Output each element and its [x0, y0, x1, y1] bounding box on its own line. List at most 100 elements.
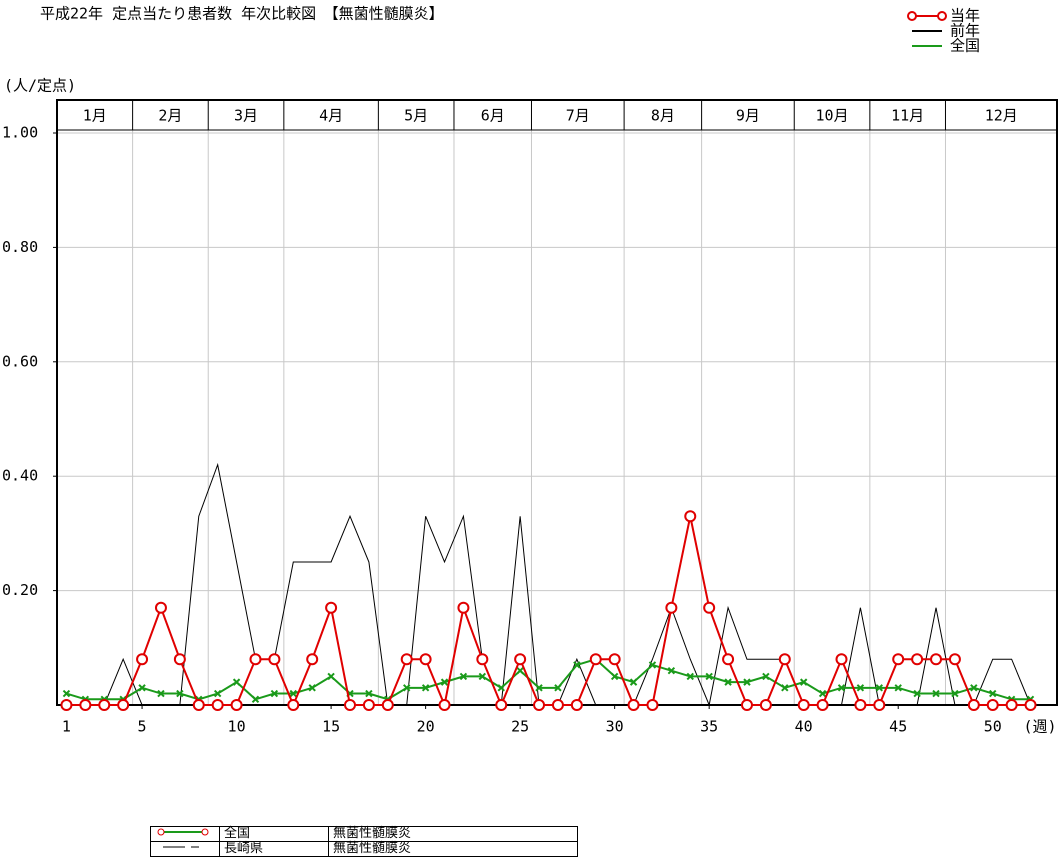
- x-tick-label: 15: [322, 718, 340, 736]
- point: [457, 601, 470, 614]
- footer-row: 長崎県 無菌性髄膜炎: [150, 841, 578, 857]
- y-tick-label: 0.60: [2, 352, 38, 370]
- point: [913, 689, 921, 698]
- point: [703, 601, 716, 614]
- plot-frame: [56, 99, 1058, 706]
- point: [911, 653, 924, 666]
- point: [403, 684, 411, 692]
- series-line: [66, 658, 1031, 701]
- point: [835, 653, 848, 666]
- point: [117, 699, 130, 711]
- point: [930, 653, 943, 666]
- footer-table: 全国 無菌性髄膜炎 長崎県 無菌性髄膜炎: [150, 826, 578, 857]
- point: [98, 699, 111, 711]
- point: [268, 653, 281, 666]
- footer-cell: 長崎県: [219, 841, 329, 857]
- point: [533, 699, 546, 711]
- point: [762, 672, 770, 681]
- point: [213, 689, 222, 698]
- point: [759, 699, 772, 711]
- point: [608, 653, 621, 666]
- point: [989, 689, 997, 698]
- point: [154, 601, 167, 614]
- point: [589, 653, 602, 666]
- point: [816, 699, 829, 711]
- point: [497, 684, 505, 692]
- point: [705, 672, 713, 681]
- point: [400, 653, 413, 666]
- point: [419, 653, 432, 666]
- point: [495, 699, 508, 711]
- point: [875, 684, 884, 692]
- x-tick-label: 30: [606, 718, 624, 736]
- month-label: 9月: [736, 107, 760, 125]
- month-label: 7月: [566, 107, 590, 125]
- x-tick-label: 35: [700, 718, 718, 736]
- point: [289, 689, 298, 698]
- month-label: 3月: [234, 107, 258, 125]
- point: [249, 653, 262, 666]
- footer-cell: 全国: [219, 826, 329, 842]
- point: [138, 684, 146, 692]
- point: [535, 684, 543, 692]
- point: [79, 699, 92, 711]
- point: [327, 672, 335, 681]
- y-tick-label: 0.80: [2, 238, 38, 256]
- series-line: [66, 516, 1031, 709]
- point: [176, 689, 184, 698]
- point: [514, 653, 527, 666]
- point: [157, 689, 165, 698]
- point: [629, 678, 638, 686]
- month-label: 4月: [319, 107, 343, 125]
- point: [932, 689, 940, 698]
- point: [251, 695, 260, 703]
- legend-marker: [937, 11, 947, 21]
- point: [667, 666, 676, 675]
- point: [740, 699, 753, 711]
- point: [440, 678, 449, 686]
- point: [970, 684, 978, 692]
- footer-row: 全国 無菌性髄膜炎: [150, 826, 578, 842]
- legend-label: 前年: [950, 22, 980, 40]
- point: [362, 699, 375, 711]
- symbol: [163, 846, 199, 848]
- point: [986, 699, 999, 711]
- x-tick-label: 25: [511, 718, 529, 736]
- point: [270, 689, 279, 698]
- chart-title: 平成22年 定点当たり患者数 年次比較図 【無菌性髄膜炎】: [40, 5, 444, 23]
- y-tick-label: 1.00: [2, 124, 38, 142]
- point: [230, 699, 243, 711]
- point: [308, 684, 316, 692]
- x-axis-label: (週): [1023, 718, 1056, 736]
- point: [781, 684, 789, 692]
- point: [211, 699, 224, 711]
- point: [173, 653, 186, 666]
- point: [287, 699, 300, 711]
- month-label: 2月: [158, 107, 182, 125]
- point: [232, 678, 241, 686]
- x-tick-label: 10: [228, 718, 246, 736]
- month-label: 10月: [816, 107, 849, 125]
- point: [1024, 699, 1037, 711]
- footer-symbol: [150, 826, 220, 842]
- x-tick-label: 45: [889, 718, 907, 736]
- point: [892, 653, 905, 666]
- point: [646, 699, 659, 711]
- point: [438, 699, 451, 711]
- month-label: 12月: [985, 107, 1018, 125]
- y-tick-label: 0.40: [2, 467, 38, 485]
- point: [627, 699, 640, 711]
- month-label: 5月: [404, 107, 428, 125]
- chart: 平成22年 定点当たり患者数 年次比較図 【無菌性髄膜炎】 (人/定点) 1月 2…: [2, 5, 1058, 736]
- point: [551, 699, 564, 711]
- point: [684, 510, 697, 523]
- point: [856, 684, 865, 692]
- point: [610, 672, 619, 681]
- point: [192, 699, 205, 711]
- point: [516, 666, 524, 675]
- point: [724, 678, 732, 686]
- point: [797, 699, 810, 711]
- symbol: [157, 828, 209, 836]
- month-label: 11月: [891, 107, 924, 125]
